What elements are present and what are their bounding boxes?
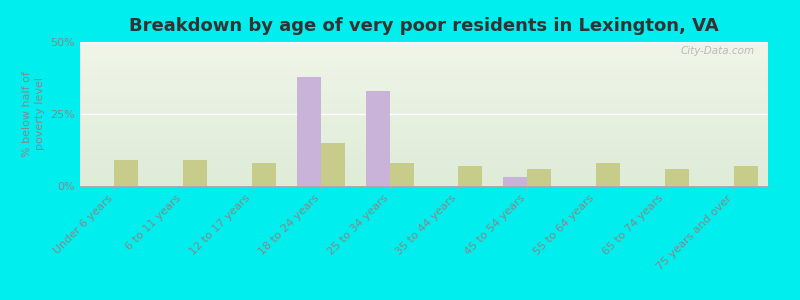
Bar [297, 76, 321, 186]
Bar [734, 166, 758, 186]
Bar [503, 177, 527, 186]
Title: Breakdown by age of very poor residents in Lexington, VA: Breakdown by age of very poor residents … [129, 17, 719, 35]
Bar [183, 160, 207, 186]
Y-axis label: % below half of
poverty level: % below half of poverty level [22, 71, 45, 157]
Bar [252, 163, 276, 186]
Bar [596, 163, 620, 186]
Bar [527, 169, 551, 186]
Bar [321, 143, 345, 186]
Text: City-Data.com: City-Data.com [680, 46, 754, 56]
Bar [390, 163, 414, 186]
Bar [458, 166, 482, 186]
Bar [665, 169, 689, 186]
Bar [366, 91, 390, 186]
Bar [114, 160, 138, 186]
